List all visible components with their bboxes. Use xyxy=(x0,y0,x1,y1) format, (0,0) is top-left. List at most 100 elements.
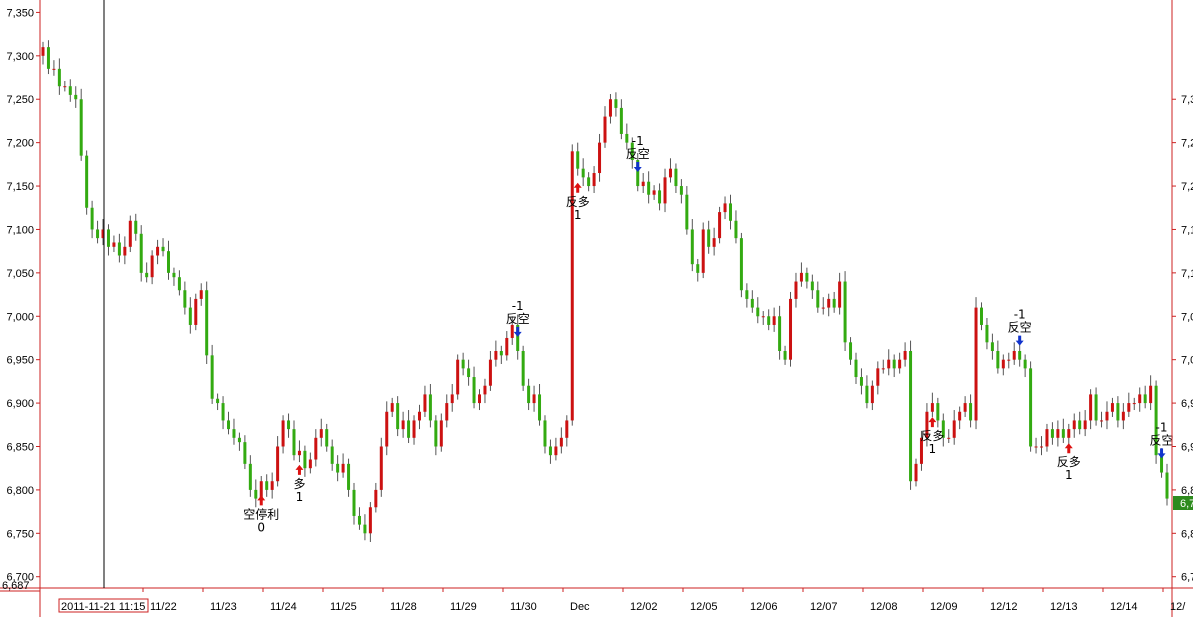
candle-body xyxy=(690,229,694,265)
candle xyxy=(652,185,656,200)
candle xyxy=(816,281,820,313)
candle xyxy=(341,453,345,478)
candle-body xyxy=(1154,385,1158,456)
candle-body xyxy=(41,47,45,56)
candle-body xyxy=(166,251,170,273)
signal-marker: 反多1 xyxy=(566,182,590,222)
candle xyxy=(52,60,56,76)
candle-body xyxy=(925,411,929,438)
candle xyxy=(685,186,689,235)
candle xyxy=(357,507,361,530)
candle xyxy=(521,345,525,391)
candle xyxy=(134,213,138,241)
candle-body xyxy=(123,246,127,256)
candle xyxy=(379,437,383,497)
candle-body xyxy=(292,429,296,456)
candle-body xyxy=(488,359,492,386)
candle-body xyxy=(63,86,67,88)
y-tick-label: 6,750 xyxy=(6,528,34,540)
candle xyxy=(150,250,154,285)
candle xyxy=(843,271,847,351)
candle-body xyxy=(330,446,334,464)
candle xyxy=(330,439,334,471)
candle xyxy=(1083,410,1087,437)
candle-body xyxy=(745,290,749,299)
candle-body xyxy=(1034,446,1038,448)
candle xyxy=(166,240,170,280)
candle-body xyxy=(308,459,312,469)
candle-body xyxy=(548,446,552,456)
y-tick-label: 7,350 xyxy=(6,7,34,19)
candle xyxy=(63,81,67,92)
candle-body xyxy=(527,385,531,404)
candle xyxy=(1165,463,1169,506)
candle-body xyxy=(521,350,525,386)
candle xyxy=(658,183,662,211)
candle xyxy=(909,340,913,490)
candle-body xyxy=(221,403,225,421)
candle xyxy=(1149,375,1153,411)
candle xyxy=(756,297,760,324)
candle xyxy=(974,297,978,430)
candle-body xyxy=(663,177,667,204)
candle xyxy=(1050,422,1054,445)
candle-body xyxy=(374,489,378,508)
candle-body xyxy=(379,446,383,490)
candle-body xyxy=(96,229,100,239)
x-tick-label: 12/06 xyxy=(750,601,778,613)
y-tick-label: 7,300 xyxy=(6,51,34,63)
candle xyxy=(903,342,907,367)
candle xyxy=(456,354,460,400)
candle-body xyxy=(1110,403,1114,412)
candle-body xyxy=(428,394,432,421)
candle xyxy=(1007,352,1011,369)
candle xyxy=(854,352,858,384)
candle-body xyxy=(117,242,121,256)
candle-body xyxy=(57,68,61,87)
y-tick-label: 7,000 xyxy=(6,311,34,323)
candle xyxy=(221,396,225,430)
right-tick-label: 6,9 xyxy=(1181,398,1193,410)
candle xyxy=(145,262,149,283)
candle-body xyxy=(112,242,116,247)
candle xyxy=(254,479,258,508)
candle xyxy=(401,411,405,438)
signal-marker: -1反空 xyxy=(1150,420,1174,459)
candle xyxy=(919,430,923,471)
candle-body xyxy=(974,307,978,421)
right-tick-label: 7,0 xyxy=(1181,311,1193,323)
candle xyxy=(396,396,400,437)
candle xyxy=(870,380,874,411)
candle xyxy=(41,41,45,65)
candle xyxy=(630,137,634,169)
right-tick-label: 6,9 xyxy=(1181,441,1193,453)
candle xyxy=(85,150,89,215)
candle xyxy=(363,514,367,541)
candle-body xyxy=(483,385,487,395)
candle xyxy=(608,94,612,124)
signal-value: 1 xyxy=(574,208,582,222)
y-tick-label: 6,900 xyxy=(6,398,34,410)
candle-body xyxy=(1094,394,1098,421)
candle-body xyxy=(396,403,400,430)
candle xyxy=(1100,411,1104,428)
candle-body xyxy=(456,359,460,395)
candle xyxy=(1089,389,1093,430)
candle xyxy=(1040,436,1044,456)
candle-body xyxy=(701,229,705,273)
candle xyxy=(156,239,160,265)
y-tick-label: 6,700 xyxy=(6,572,34,584)
candle-body xyxy=(936,403,940,421)
candle-body xyxy=(177,277,181,291)
candle-body xyxy=(952,420,956,438)
candle xyxy=(139,225,143,282)
candle xyxy=(745,283,749,308)
candle-body xyxy=(106,229,110,247)
buy-arrow-icon xyxy=(1064,443,1073,454)
candle xyxy=(832,291,836,313)
candle xyxy=(314,429,318,467)
candle xyxy=(319,418,323,447)
right-tick-label: 7,3 xyxy=(1181,94,1193,106)
